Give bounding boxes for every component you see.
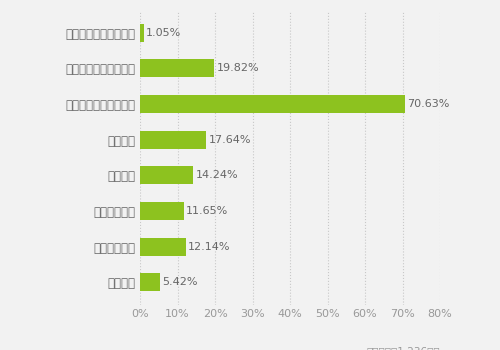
- Text: 14.24%: 14.24%: [196, 170, 238, 180]
- Bar: [140, 166, 194, 184]
- Bar: [140, 60, 214, 77]
- Bar: [140, 24, 144, 42]
- Bar: [140, 202, 184, 220]
- Text: 70.63%: 70.63%: [407, 99, 450, 109]
- Text: （回答数：1,236件）: （回答数：1,236件）: [366, 346, 440, 350]
- Text: 1.05%: 1.05%: [146, 28, 182, 38]
- Text: 5.42%: 5.42%: [162, 277, 198, 287]
- Bar: [140, 95, 405, 113]
- Bar: [140, 273, 160, 291]
- Bar: [140, 238, 186, 255]
- Text: 17.64%: 17.64%: [208, 135, 251, 145]
- Bar: [140, 131, 206, 149]
- Text: 19.82%: 19.82%: [216, 63, 259, 74]
- Text: 11.65%: 11.65%: [186, 206, 228, 216]
- Text: 12.14%: 12.14%: [188, 241, 230, 252]
